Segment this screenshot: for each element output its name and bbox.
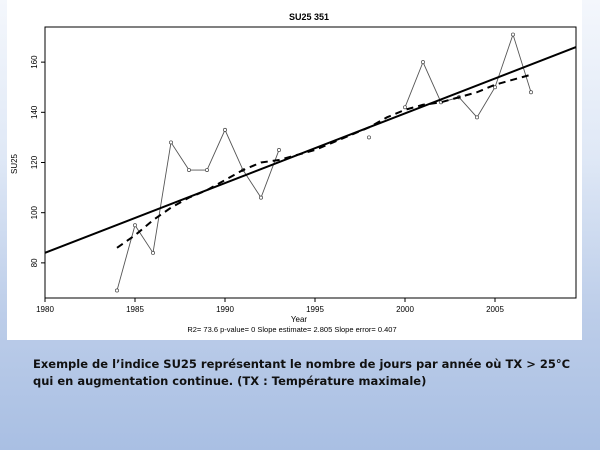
observed-point bbox=[223, 127, 227, 132]
observed-point bbox=[187, 168, 191, 172]
y-tick-label: 100 bbox=[30, 205, 39, 219]
y-axis-label: SU25 bbox=[10, 153, 19, 174]
x-tick-label: 1995 bbox=[306, 305, 324, 314]
observed-point bbox=[115, 288, 119, 293]
observed-point bbox=[259, 195, 263, 200]
x-tick-label: 1980 bbox=[36, 305, 54, 314]
observed-point bbox=[421, 60, 425, 65]
observed-series-line bbox=[404, 33, 532, 119]
observed-series-line bbox=[116, 128, 280, 291]
y-tick-label: 160 bbox=[30, 55, 39, 69]
observed-point bbox=[133, 223, 137, 228]
x-tick-label: 2005 bbox=[486, 305, 504, 314]
x-tick-label: 2000 bbox=[396, 305, 414, 314]
linear-trend-line bbox=[44, 46, 577, 254]
x-tick-label: 1990 bbox=[216, 305, 234, 314]
caption-line-2: qui en augmentation continue. (TX : Temp… bbox=[33, 374, 427, 388]
y-tick-label: 80 bbox=[30, 258, 39, 267]
x-tick-label: 1985 bbox=[126, 305, 144, 314]
observed-point bbox=[367, 135, 371, 140]
chart-panel: SU25 351 1980 1985 1990 1995 2000 2005 80 100 12… bbox=[7, 0, 582, 340]
observed-point bbox=[169, 140, 173, 145]
observed-point bbox=[205, 168, 209, 172]
smoothed-trend-line bbox=[116, 73, 532, 249]
observed-point bbox=[493, 85, 497, 90]
observed-point bbox=[529, 90, 533, 95]
stats-subtitle: R2= 73.6 p-value= 0 Slope estimate= 2.80… bbox=[187, 325, 396, 334]
plot-frame bbox=[44, 26, 577, 299]
su25-chart: SU25 351 1980 1985 1990 1995 2000 2005 80 100 12… bbox=[10, 12, 577, 334]
x-axis-label: Year bbox=[291, 315, 308, 324]
chart-title: SU25 351 bbox=[289, 12, 329, 22]
observed-point bbox=[511, 32, 515, 37]
observed-point bbox=[403, 105, 407, 110]
y-tick-label: 120 bbox=[30, 155, 39, 169]
observed-point bbox=[475, 115, 479, 120]
caption: Exemple de l’indice SU25 représentant le… bbox=[33, 356, 573, 390]
caption-line-1: Exemple de l’indice SU25 représentant le… bbox=[33, 357, 571, 371]
y-tick-label: 140 bbox=[30, 105, 39, 119]
observed-point bbox=[151, 250, 155, 255]
observed-point bbox=[277, 148, 281, 152]
